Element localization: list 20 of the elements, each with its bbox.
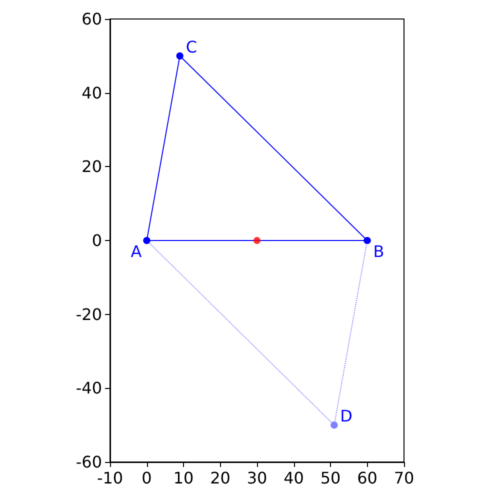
x-tick-label: 40: [284, 468, 304, 488]
y-tick-label: 0: [92, 231, 102, 250]
y-tick-label: 60: [82, 10, 102, 28]
y-tick-label: -40: [76, 378, 102, 398]
annotation: B: [373, 242, 384, 261]
y-tick-label: -20: [76, 304, 102, 324]
x-tick-label: 60: [357, 468, 378, 488]
x-tick-label: -10: [96, 468, 124, 488]
x-tick-label: 70: [394, 468, 414, 488]
y-tick-label: -60: [76, 452, 102, 472]
annotation: D: [340, 406, 353, 426]
x-tick-label: 30: [246, 468, 268, 488]
annotation: C: [186, 37, 197, 56]
x-tick-label: 0: [142, 468, 152, 488]
y-tick-label: 40: [82, 83, 102, 102]
x-tick-label: 10: [173, 468, 194, 488]
x-tick-label: 20: [210, 468, 230, 488]
y-tick-label: 20: [82, 157, 102, 176]
annotation: A: [130, 242, 142, 261]
x-tick-label: 50: [320, 468, 341, 488]
